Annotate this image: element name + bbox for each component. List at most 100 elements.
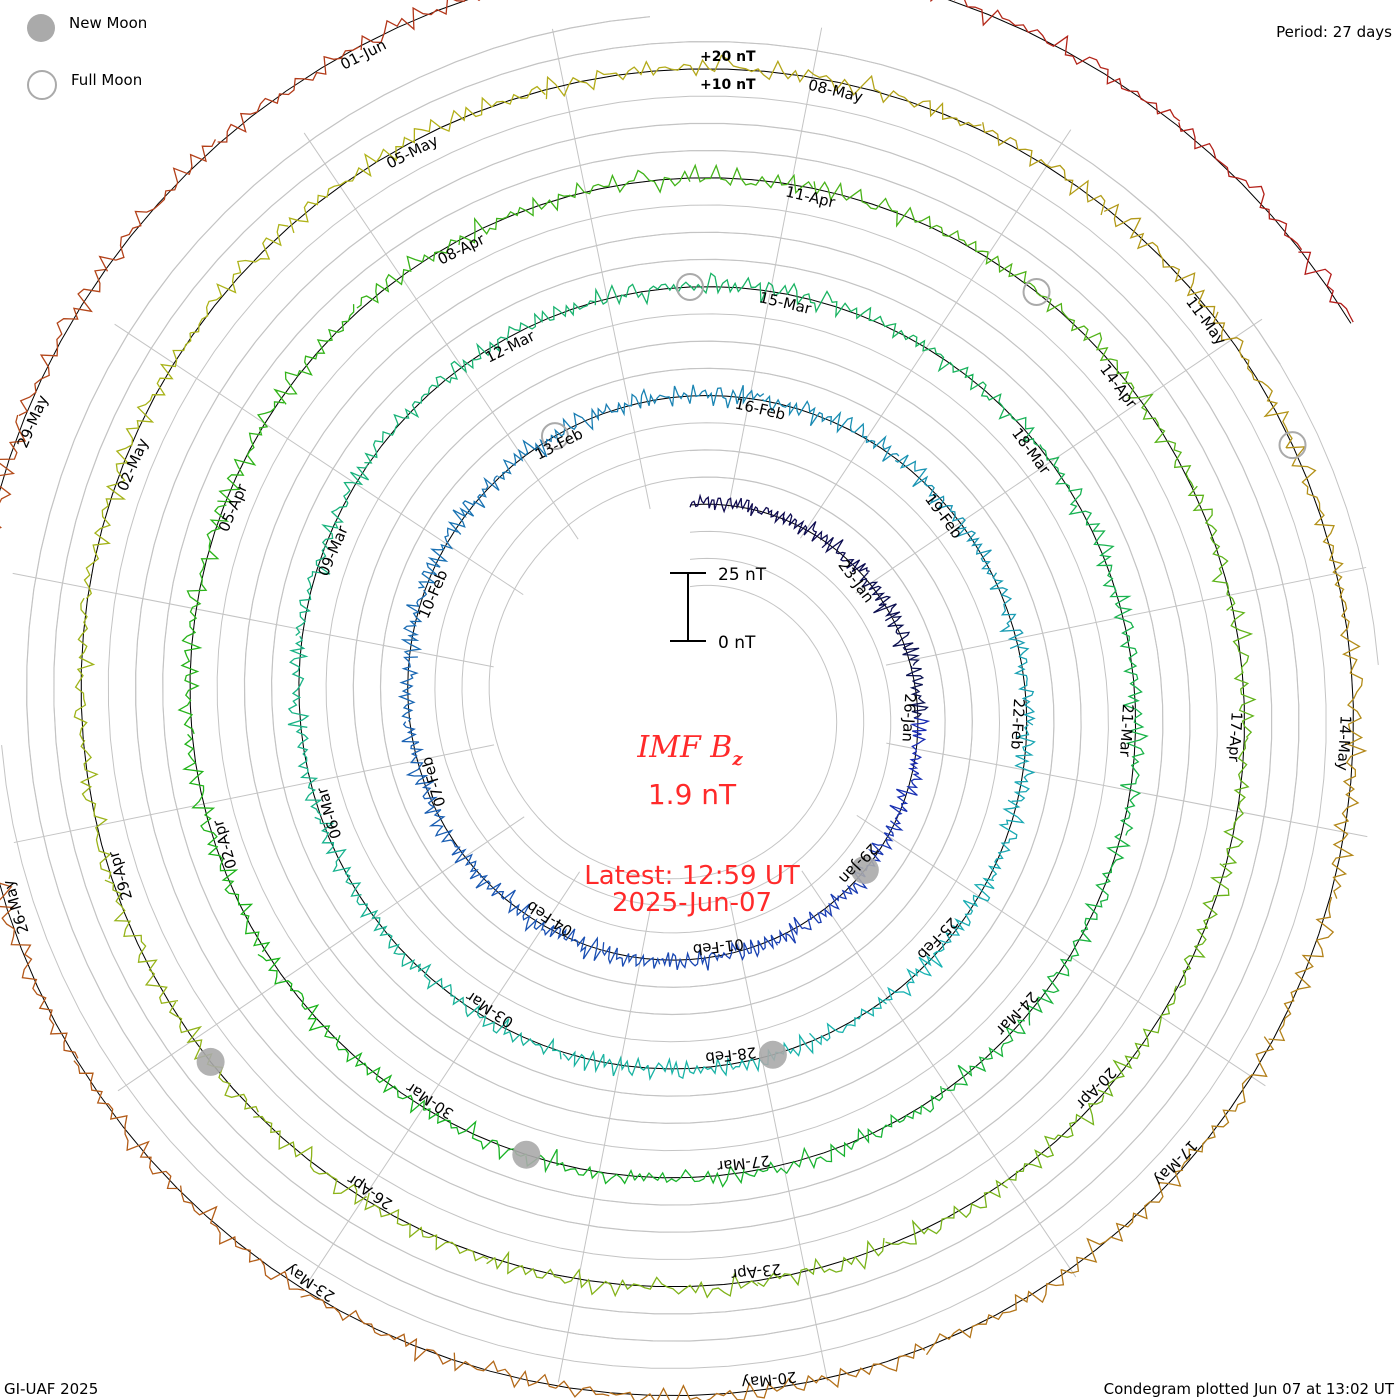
day-spoke: [885, 566, 1367, 666]
bz-trace-segment: [736, 497, 786, 525]
bz-trace-segment: [831, 410, 900, 462]
day-spoke: [801, 870, 1077, 1278]
bz-trace-segment: [79, 739, 112, 880]
bz-trace-segment: [929, 224, 1038, 292]
bz-trace-segment: [776, 910, 827, 944]
bz-trace-segment: [939, 877, 995, 944]
bz-trace-segment: [813, 180, 931, 228]
bz-trace-segment: [887, 615, 920, 666]
date-label: 21-Mar: [1116, 704, 1137, 759]
day-spoke: [13, 744, 495, 844]
bz-trace-segment: [689, 384, 765, 409]
bz-trace-segment: [542, 925, 602, 961]
date-label: 17-May: [1150, 1137, 1201, 1190]
date-label: 13-Feb: [532, 425, 586, 464]
date-label: 08-May: [806, 76, 864, 106]
bz-trace-segment: [1093, 530, 1134, 628]
full-moon-marker: [1278, 431, 1307, 460]
legend-new-moon: New Moon: [27, 14, 147, 42]
bz-trace-segment: [989, 572, 1026, 650]
bz-trace-segment: [617, 385, 691, 417]
bz-trace-segment: [545, 60, 691, 100]
bz-trace-segment: [1230, 609, 1257, 738]
bz-trace-segment: [905, 665, 929, 719]
day-spoke: [886, 742, 1368, 838]
day-spoke: [855, 318, 1263, 594]
bz-trace-segment: [762, 394, 833, 427]
bz-trace-segment: [217, 46, 360, 143]
bz-trace-segment: [1286, 446, 1345, 591]
date-label: 04-Feb: [523, 897, 576, 940]
bz-trace-segment: [190, 223, 289, 334]
bz-trace-segment: [404, 85, 546, 144]
ring-label: +10 nT: [700, 77, 756, 93]
bz-trace-segment: [397, 656, 419, 722]
ring-labels: +20 nT +10 nT: [700, 49, 756, 93]
bz-trace-segment: [182, 733, 218, 848]
grid-spiral: [53, 41, 1379, 1315]
new-moon-marker: [850, 855, 879, 884]
bz-trace-segment: [1122, 382, 1195, 489]
scale-bar-high-label: 25 nT: [718, 565, 767, 585]
bz-trace-segment: [1339, 589, 1364, 744]
latest-date: 2025-Jun-07: [612, 888, 772, 918]
bz-trace-segment: [409, 963, 485, 1019]
bz-trace-segment: [982, 122, 1106, 216]
date-label: 29-Apr: [104, 848, 136, 902]
latest-time: Latest: 12:59 UT: [584, 861, 800, 891]
bz-trace-segment: [491, 883, 546, 933]
legend-full-moon: Full Moon: [27, 70, 142, 100]
bz-trace-segment: [689, 54, 837, 91]
day-spoke: [308, 871, 581, 1281]
bz-trace-segment: [253, 1115, 368, 1205]
date-label: 22-Feb: [1007, 698, 1028, 750]
bz-trace-segment: [659, 949, 720, 971]
scale-bar: 25 nT 0 nT: [670, 565, 767, 653]
bz-trace-segment: [786, 282, 884, 323]
grid-spiral: [26, 16, 1300, 1342]
bz-trace-segment: [622, 1272, 759, 1299]
new-moon-marker: [512, 1140, 541, 1169]
date-label: 23-Apr: [729, 1260, 782, 1284]
bz-trace-segment: [834, 74, 982, 127]
bz-trace-segment: [885, 1179, 1008, 1245]
full-moon-marker: [676, 273, 704, 301]
bz-trace-segment: [925, 1269, 1065, 1356]
day-spoke: [303, 132, 579, 540]
bz-trace-segment: [421, 781, 454, 843]
new-moon-icon: [27, 14, 55, 42]
bz-trace-segment: [98, 139, 216, 272]
bz-trace-segment: [453, 1352, 610, 1398]
bz-trace-segment: [1027, 29, 1181, 122]
bz-trace-segment: [744, 1141, 853, 1178]
date-label: 16-Feb: [733, 395, 787, 424]
bz-trace-segment: [177, 617, 203, 735]
parameter-title: IMF Bz: [636, 730, 743, 770]
date-label: 29-May: [13, 392, 52, 450]
bz-trace-segment: [1179, 863, 1233, 989]
parameter-subscript: z: [731, 749, 743, 770]
bz-trace-segment: [1013, 646, 1036, 726]
bz-trace-segment: [525, 1148, 636, 1185]
date-label: 26-Apr: [343, 1170, 395, 1213]
day-spoke: [729, 900, 829, 1382]
bz-trace-segment: [1080, 833, 1132, 932]
bz-trace-segment: [907, 717, 931, 774]
full-moon-marker: [1022, 278, 1051, 307]
bz-trace-segment: [186, 504, 230, 619]
bz-trace-segment: [821, 536, 870, 573]
bz-trace-segment: [104, 879, 179, 1005]
bz-trace-segment: [287, 635, 310, 728]
bz-trace-segment: [1212, 311, 1293, 449]
bz-trace-segment: [1039, 444, 1101, 532]
date-label: 20-Apr: [1072, 1064, 1120, 1113]
bz-trace-segment: [1035, 291, 1130, 382]
bz-trace-segment: [115, 332, 192, 463]
bz-trace-segment: [964, 373, 1039, 447]
bz-trace-segment: [1331, 742, 1368, 899]
date-label: 23-Jan: [834, 557, 877, 607]
bz-trace-segment: [568, 169, 691, 199]
bz-trace-segment: [602, 942, 661, 969]
bz-trace-segment: [257, 953, 337, 1039]
legend-full-moon-label: Full Moon: [71, 71, 143, 89]
